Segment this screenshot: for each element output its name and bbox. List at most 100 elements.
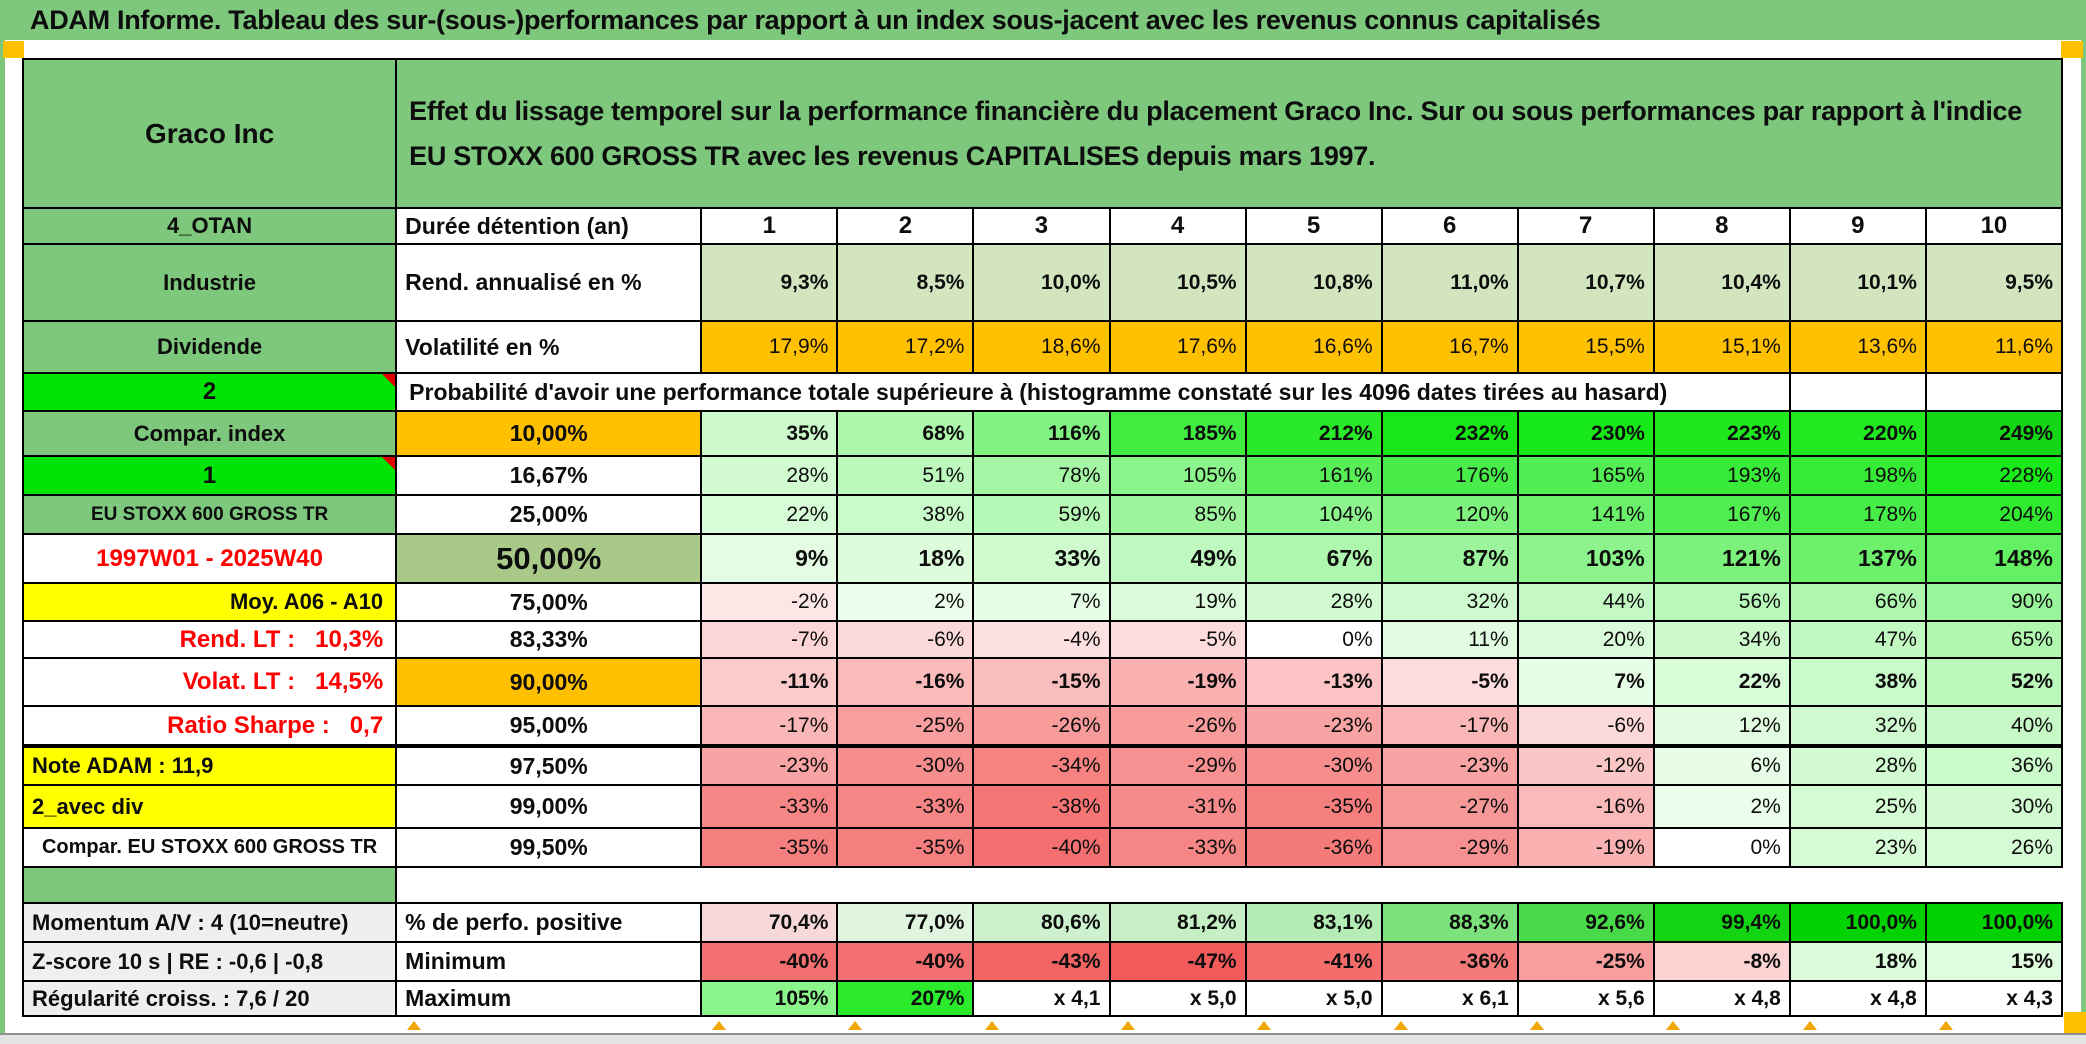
- outline-caret-icon[interactable]: [985, 1021, 999, 1030]
- data-cell[interactable]: 15,1%: [1652, 320, 1791, 374]
- data-cell[interactable]: 28%: [1788, 745, 1927, 786]
- data-cell[interactable]: 34%: [1652, 620, 1791, 659]
- data-cell[interactable]: 32%: [1788, 705, 1927, 748]
- data-cell[interactable]: -15%: [972, 657, 1111, 707]
- row-label-cell[interactable]: 50,00%: [395, 533, 703, 584]
- row-header-cell[interactable]: 2: [21, 372, 398, 412]
- data-cell[interactable]: 198%: [1788, 455, 1927, 496]
- data-cell[interactable]: 120%: [1380, 494, 1519, 535]
- data-cell[interactable]: 47%: [1788, 620, 1927, 659]
- data-cell[interactable]: 17,9%: [700, 320, 839, 374]
- data-cell[interactable]: 67%: [1244, 533, 1383, 584]
- data-cell[interactable]: -4%: [972, 620, 1111, 659]
- row-header-cell[interactable]: 1: [21, 455, 398, 496]
- data-cell[interactable]: 9,3%: [700, 243, 839, 322]
- row-label-cell[interactable]: 10,00%: [395, 410, 703, 457]
- outline-caret-icon[interactable]: [1666, 1021, 1680, 1030]
- data-cell[interactable]: 10,4%: [1652, 243, 1791, 322]
- row-label-cell[interactable]: Durée détention (an): [395, 207, 703, 245]
- data-cell[interactable]: -5%: [1380, 657, 1519, 707]
- data-cell[interactable]: 77,0%: [836, 902, 975, 943]
- data-cell[interactable]: 18%: [1788, 941, 1927, 982]
- data-cell[interactable]: -40%: [700, 941, 839, 982]
- data-cell[interactable]: -16%: [836, 657, 975, 707]
- outline-caret-icon[interactable]: [1939, 1021, 1953, 1030]
- data-cell[interactable]: 176%: [1380, 455, 1519, 496]
- data-cell[interactable]: 0%: [1244, 620, 1383, 659]
- data-cell[interactable]: -23%: [700, 745, 839, 786]
- data-cell[interactable]: 51%: [836, 455, 975, 496]
- separator-cell[interactable]: [21, 866, 398, 904]
- row-header-cell[interactable]: Régularité croiss. : 7,6 / 20: [21, 980, 398, 1017]
- data-cell[interactable]: -33%: [700, 784, 839, 829]
- column-header-cell[interactable]: 4: [1108, 207, 1247, 245]
- data-cell[interactable]: 83,1%: [1244, 902, 1383, 943]
- data-cell[interactable]: 17,6%: [1108, 320, 1247, 374]
- data-cell[interactable]: 2%: [836, 582, 975, 622]
- data-cell[interactable]: 8,5%: [836, 243, 975, 322]
- data-cell[interactable]: 16,7%: [1380, 320, 1519, 374]
- row-label-cell[interactable]: Volatilité en %: [395, 320, 703, 374]
- data-cell[interactable]: 28%: [700, 455, 839, 496]
- data-cell[interactable]: 161%: [1244, 455, 1383, 496]
- data-cell[interactable]: 52%: [1924, 657, 2064, 707]
- data-cell[interactable]: -30%: [1244, 745, 1383, 786]
- data-cell[interactable]: 9,5%: [1924, 243, 2064, 322]
- data-cell[interactable]: 167%: [1652, 494, 1791, 535]
- data-cell[interactable]: 70,4%: [700, 902, 839, 943]
- data-cell[interactable]: x 5,0: [1108, 980, 1247, 1017]
- data-cell[interactable]: 148%: [1924, 533, 2064, 584]
- data-cell[interactable]: 99,4%: [1652, 902, 1791, 943]
- row-header-cell[interactable]: 4_OTAN: [21, 207, 398, 245]
- data-cell[interactable]: 220%: [1788, 410, 1927, 457]
- column-header-cell[interactable]: 2: [836, 207, 975, 245]
- instrument-name-cell[interactable]: Graco Inc: [21, 58, 398, 209]
- data-cell[interactable]: 87%: [1380, 533, 1519, 584]
- data-cell[interactable]: -41%: [1244, 941, 1383, 982]
- data-cell[interactable]: 90%: [1924, 582, 2064, 622]
- data-cell[interactable]: 13,6%: [1788, 320, 1927, 374]
- data-cell[interactable]: 193%: [1652, 455, 1791, 496]
- data-cell[interactable]: 9%: [700, 533, 839, 584]
- data-cell[interactable]: 121%: [1652, 533, 1791, 584]
- data-cell[interactable]: 228%: [1924, 455, 2064, 496]
- row-header-cell[interactable]: Compar. EU STOXX 600 GROSS TR: [21, 827, 398, 868]
- data-cell[interactable]: -47%: [1108, 941, 1247, 982]
- data-cell[interactable]: -17%: [1380, 705, 1519, 748]
- merged-note-cell[interactable]: Probabilité d'avoir une performance tota…: [395, 372, 1791, 412]
- column-header-cell[interactable]: 9: [1788, 207, 1927, 245]
- data-cell[interactable]: 59%: [972, 494, 1111, 535]
- data-cell[interactable]: 11,6%: [1924, 320, 2064, 374]
- data-cell[interactable]: -2%: [700, 582, 839, 622]
- outline-caret-icon[interactable]: [1530, 1021, 1544, 1030]
- row-label-cell[interactable]: 97,50%: [395, 745, 703, 786]
- outline-caret-icon[interactable]: [848, 1021, 862, 1030]
- data-cell[interactable]: 15%: [1924, 941, 2064, 982]
- data-cell[interactable]: -33%: [1108, 827, 1247, 868]
- data-cell[interactable]: -35%: [700, 827, 839, 868]
- data-cell[interactable]: 28%: [1244, 582, 1383, 622]
- row-label-cell[interactable]: Minimum: [395, 941, 703, 982]
- sheet-title-bar[interactable]: ADAM Informe. Tableau des sur-(sous-)per…: [0, 0, 2086, 40]
- data-cell[interactable]: 10,1%: [1788, 243, 1927, 322]
- row-label-cell[interactable]: Rend. annualisé en %: [395, 243, 703, 322]
- row-label-cell[interactable]: 99,00%: [395, 784, 703, 829]
- data-cell[interactable]: 18,6%: [972, 320, 1111, 374]
- empty-cell[interactable]: [1788, 372, 1927, 412]
- row-header-cell[interactable]: Compar. index: [21, 410, 398, 457]
- data-cell[interactable]: 22%: [1652, 657, 1791, 707]
- empty-cell[interactable]: [1924, 372, 2064, 412]
- outline-caret-icon[interactable]: [1121, 1021, 1135, 1030]
- column-header-cell[interactable]: 7: [1516, 207, 1655, 245]
- data-cell[interactable]: 11,0%: [1380, 243, 1519, 322]
- data-cell[interactable]: 36%: [1924, 745, 2064, 786]
- data-cell[interactable]: 100,0%: [1788, 902, 1927, 943]
- data-cell[interactable]: -17%: [700, 705, 839, 748]
- outline-caret-icon[interactable]: [712, 1021, 726, 1030]
- data-cell[interactable]: 105%: [700, 980, 839, 1017]
- data-cell[interactable]: x 6,1: [1380, 980, 1519, 1017]
- row-header-cell[interactable]: Momentum A/V : 4 (10=neutre): [21, 902, 398, 943]
- data-cell[interactable]: -40%: [972, 827, 1111, 868]
- data-cell[interactable]: 204%: [1924, 494, 2064, 535]
- data-cell[interactable]: 2%: [1652, 784, 1791, 829]
